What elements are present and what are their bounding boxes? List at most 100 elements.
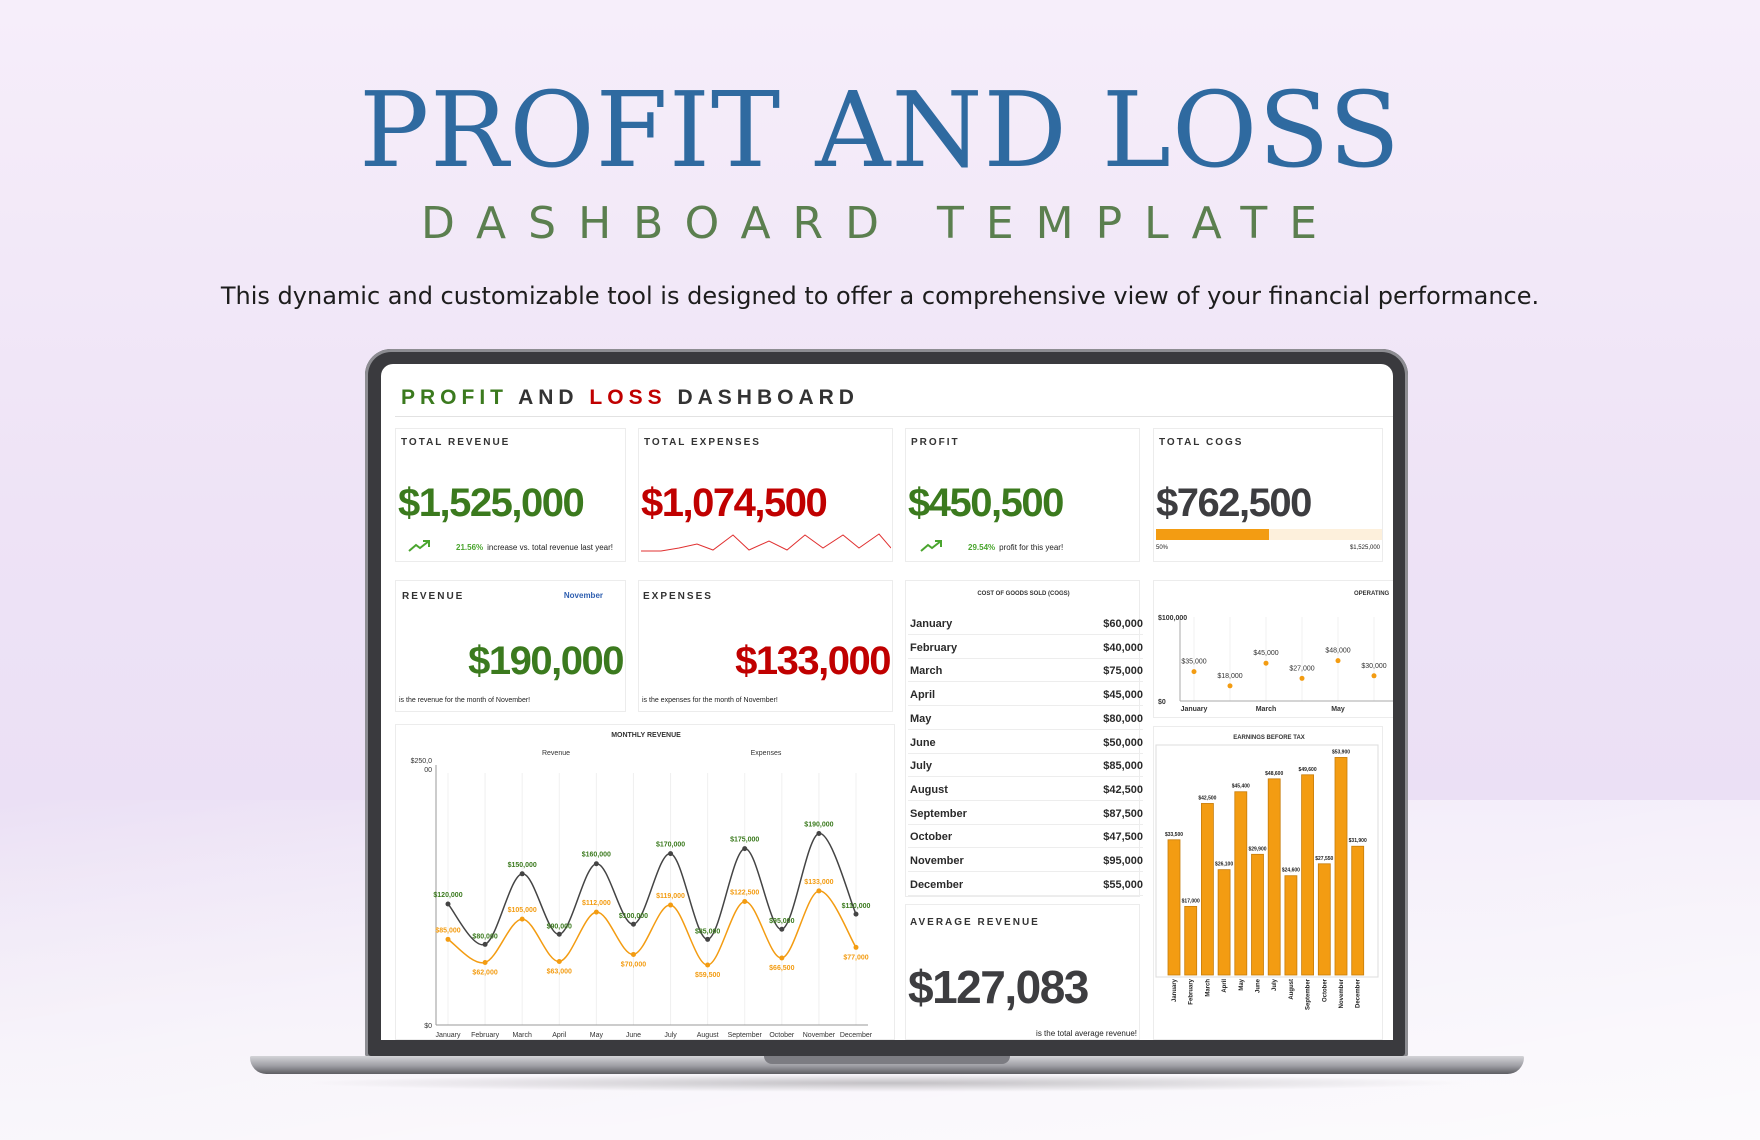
total-cogs-card: TOTAL COGS $762,500 50% $1,525,000 [1153,428,1383,562]
data-label: $190,000 [804,821,833,828]
cogs-row: July $85,000 [908,753,1143,778]
bar [1251,853,1264,976]
data-label: $85,000 [435,927,460,934]
x-tick-label: February [1189,978,1195,1004]
cogs-row-month: January [910,618,953,630]
cogs-row: April $45,000 [908,682,1143,707]
profit-value: $450,500 [908,481,1064,525]
total-revenue-value: $1,525,000 [398,481,585,525]
x-tick-label: August [1289,979,1295,1000]
x-tick-label: May [590,1032,604,1039]
profit-pct: 29.54% [968,543,996,552]
data-label: $133,000 [804,879,833,886]
legend-expenses: Expenses [751,750,782,757]
data-label: $150,000 [508,862,537,869]
ebt-card: EARNINGS BEFORE TAX $33,500 January $17,00… [1153,726,1383,1040]
data-point [593,909,599,915]
x-tick-label: March [1256,706,1277,713]
x-tick-label: June [626,1032,641,1039]
x-tick-label: January [1181,706,1208,713]
bar [1201,803,1214,976]
x-tick-label: November [803,1032,836,1039]
cogs-row: November $95,000 [908,848,1143,872]
cogs-row-month: October [910,831,953,844]
data-point [668,902,674,908]
title-word-loss: LOSS [589,386,667,409]
data-point [1263,660,1269,666]
total-revenue-change: 21.56% increase vs. total revenue last ye… [456,543,613,552]
data-point [519,916,525,922]
data-label: $48,600 [1265,771,1283,777]
data-label: $24,600 [1282,868,1300,874]
data-point [705,962,711,968]
data-point [630,951,636,957]
x-tick-label: March [1205,979,1211,997]
cogs-row-value: $75,000 [1103,665,1143,678]
x-tick-label: December [840,1032,873,1039]
data-label: $45,400 [1232,784,1250,790]
total-revenue-label: TOTAL REVENUE [401,437,511,448]
cogs-row: December $55,000 [908,872,1143,896]
title-word-and: AND [518,386,579,409]
data-label: $29,900 [1248,846,1266,852]
x-tick-label: November [1339,978,1345,1008]
bar [1317,863,1331,976]
cogs-row-value: $42,500 [1103,783,1143,796]
cogs-row-value: $50,000 [1103,736,1143,749]
dashboard-screen: PROFIT AND LOSS DASHBOARD TOTAL REVENUE … [381,364,1393,1040]
total-expenses-card: TOTAL EXPENSES $1,074,500 [638,428,893,562]
data-point [519,871,525,877]
x-tick-label: April [552,1032,566,1039]
x-tick-label: January [436,1032,461,1039]
monthly-revenue-note: is the revenue for the month of November… [399,697,531,704]
y-tick-label: $0 [424,1023,432,1030]
data-label: $160,000 [582,852,611,859]
data-label: $35,000 [1181,659,1206,666]
data-label: $27,550 [1315,856,1333,862]
cogs-row-month: December [910,878,964,891]
cogs-row-month: March [910,665,943,678]
data-label: $59,500 [695,972,720,979]
x-tick-label: March [512,1032,532,1039]
data-label: $95,000 [769,918,794,925]
monthly-revenue-value: $190,000 [468,639,624,683]
data-label: $62,000 [472,970,497,977]
x-tick-label: October [769,1032,795,1039]
total-revenue-pct: 21.56% [456,543,484,552]
total-revenue-note: increase vs. total revenue last year! [487,543,613,552]
x-tick-label: June [1256,978,1262,993]
data-point [482,960,488,966]
data-point [779,926,785,932]
data-label: $77,000 [843,954,868,961]
cogs-row-month: September [910,807,967,820]
cogs-row-value: $60,000 [1103,618,1143,630]
bar [1167,839,1181,976]
month-selector[interactable]: November [563,591,603,600]
bar [1267,778,1281,976]
average-revenue-card: AVERAGE REVENUE $127,083 is the total av… [905,904,1140,1040]
cogs-row-value: $40,000 [1103,641,1143,654]
data-label: $100,000 [619,913,648,920]
cogs-row: January $60,000 [908,611,1143,635]
data-point [853,911,859,917]
data-label: $80,000 [472,933,497,940]
laptop-notch [764,1056,1010,1064]
x-tick-label: February [471,1032,500,1039]
cogs-row-month: July [910,760,933,773]
hero-description: This dynamic and customizable tool is de… [220,282,1540,310]
data-point [816,888,822,894]
operating-chart: $100,000 $0 $35,000 $18,000 $45,000 $27,000 $4… [1158,615,1393,713]
monthly-revenue-chart-card: MONTHLY REVENUE Revenue Expenses $250,0 00 $0… [395,724,895,1040]
data-point [556,931,562,937]
data-point [1227,683,1233,689]
data-label: $122,500 [730,890,759,897]
x-tick-label: September [728,1032,763,1039]
monthly-revenue-card: REVENUE November $190,000 is the revenue… [395,580,626,712]
data-label: $175,000 [730,837,759,844]
profit-card: PROFIT $450,500 29.54% profit for this ye… [905,428,1140,562]
cogs-table-card: COST OF GOODS SOLD (COGS) January $60,000… [905,580,1143,897]
ebt-title-text: EARNINGS BEFORE TAX [1233,735,1305,741]
x-tick-label: October [1322,978,1328,1002]
monthly-expenses-note: is the expenses for the month of Novembe… [642,697,778,704]
cogs-row: August $42,500 [908,777,1143,801]
